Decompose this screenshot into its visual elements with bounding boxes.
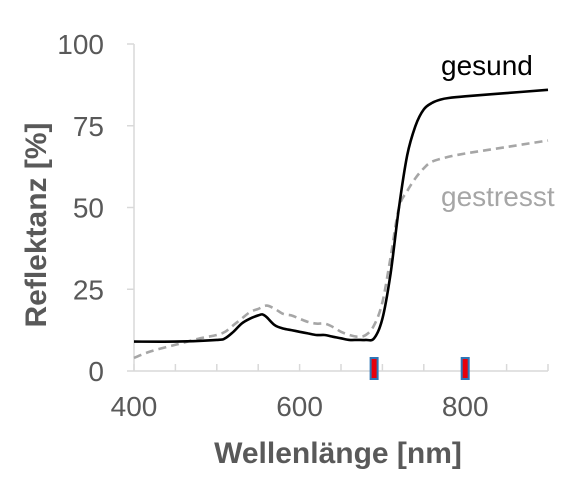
x-tick-label: 400 bbox=[111, 391, 158, 422]
series-lines bbox=[133, 88, 549, 360]
x-tick-label: 800 bbox=[442, 391, 489, 422]
series-label-gestresst: gestresst bbox=[441, 181, 555, 212]
band-marker bbox=[460, 357, 470, 380]
series-line-gestresst bbox=[133, 139, 549, 360]
y-axis-ticks: 0 25 50 75 100 bbox=[57, 29, 134, 387]
y-tick-label: 0 bbox=[88, 356, 104, 387]
y-tick-label: 50 bbox=[73, 193, 104, 224]
x-tick-label: 600 bbox=[276, 391, 323, 422]
x-axis-ticks: 400 600 800 bbox=[111, 391, 489, 422]
band-markers bbox=[369, 357, 470, 380]
x-axis-title: Wellenlänge [nm] bbox=[214, 437, 462, 470]
series-line-gesund bbox=[133, 88, 549, 343]
series-label-gesund: gesund bbox=[441, 50, 533, 81]
y-tick-label: 100 bbox=[57, 29, 104, 60]
band-marker bbox=[369, 357, 379, 380]
y-axis-title: Reflektanz [%] bbox=[20, 122, 53, 327]
x-axis-minor-ticks bbox=[133, 364, 549, 371]
y-tick-label: 75 bbox=[73, 111, 104, 142]
y-tick-label: 25 bbox=[73, 274, 104, 305]
